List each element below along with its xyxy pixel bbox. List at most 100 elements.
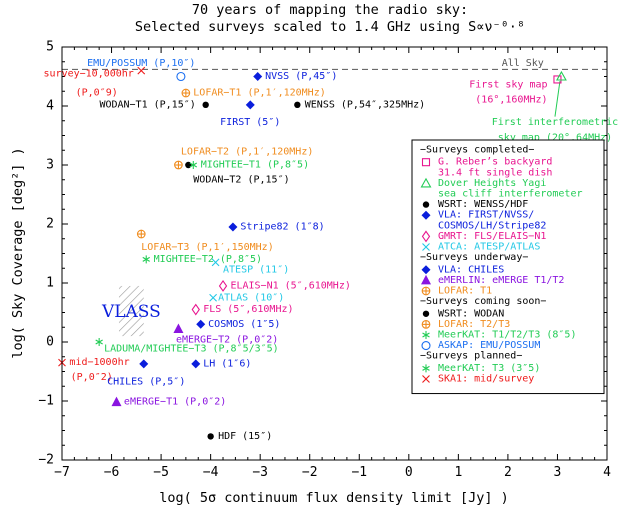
legend-label: VLA: FIRST/NVSS/ bbox=[438, 210, 534, 221]
legend-marker-vla bbox=[421, 210, 431, 220]
point-label: FLS (5″,610MHz) bbox=[203, 304, 293, 315]
legend-marker-ska bbox=[422, 375, 430, 383]
y-tick-label: −1 bbox=[38, 394, 54, 409]
y-tick-label: 0 bbox=[46, 335, 54, 350]
data-point-meerkat bbox=[95, 338, 103, 346]
legend-marker-lofar bbox=[421, 286, 431, 296]
legend-label: eMERLIN: eMERGE T1/T2 bbox=[438, 275, 564, 286]
y-tick-label: 5 bbox=[46, 40, 54, 55]
legend-marker-meerkat bbox=[422, 330, 430, 339]
x-axis-label: log( 5σ continuum flux density limit [Jy… bbox=[159, 490, 509, 506]
y-axis-label: log( Sky Coverage [deg²] ) bbox=[10, 147, 26, 358]
x-tick-label: 3 bbox=[554, 465, 562, 480]
point-label: sky map (20°,64MHz) bbox=[498, 132, 612, 143]
legend-label: Dover Heights Yagi bbox=[438, 178, 546, 189]
point-label: MIGHTEE−T1 (P,8″5) bbox=[201, 160, 309, 171]
x-tick-label: −5 bbox=[153, 465, 169, 480]
point-label: eMERGE−T2 (P,0″2) bbox=[176, 335, 278, 346]
data-point-gmrt bbox=[218, 279, 228, 292]
point-label: LOFAR−T2 (P,1′,120MHz) bbox=[181, 147, 313, 158]
point-label: mid−1000hr bbox=[69, 357, 129, 368]
legend-marker-reber bbox=[421, 158, 431, 167]
legend-label: VLA: CHILES bbox=[438, 264, 504, 275]
y-tick-label: −2 bbox=[38, 453, 54, 468]
x-tick-label: 2 bbox=[504, 465, 512, 480]
point-label: HDF (15″) bbox=[218, 431, 272, 442]
x-tick-label: −4 bbox=[203, 465, 219, 480]
data-point-atca bbox=[209, 293, 218, 302]
vlass-region bbox=[118, 285, 144, 337]
legend-label: WSRT: WODAN bbox=[438, 308, 504, 319]
data-point-vla bbox=[196, 319, 206, 329]
point-label: LOFAR−T1 (P,1′,120MHz) bbox=[193, 88, 325, 99]
data-point-vla bbox=[228, 222, 238, 232]
point-label: ATLAS (10″) bbox=[218, 292, 284, 303]
data-point-emerlin bbox=[111, 396, 122, 407]
x-tick-label: 1 bbox=[454, 465, 462, 480]
x-tick-label: 0 bbox=[405, 465, 413, 480]
data-point-meerkat bbox=[189, 161, 198, 169]
point-label: LH (1″6) bbox=[203, 358, 251, 369]
legend-label: MeerKAT: T1/T2/T3 (8″5) bbox=[438, 329, 576, 340]
x-tick-label: −2 bbox=[302, 465, 318, 480]
all-sky-label: All Sky bbox=[502, 58, 544, 69]
legend-label: WSRT: WENSS/HDF bbox=[438, 199, 528, 210]
point-label: First interferometric bbox=[492, 117, 618, 128]
data-point-dover bbox=[555, 70, 567, 81]
x-tick-label: −7 bbox=[54, 465, 70, 480]
point-label: MIGHTEE−T2 (P,8″5) bbox=[154, 254, 262, 265]
x-tick-label: −1 bbox=[351, 465, 367, 480]
point-label: eMERGE−T1 (P,0″2) bbox=[124, 397, 226, 408]
plot-area: −7 −6 −5 −4 −3 −2 −1 0 1 2 3 4 −2 −1 0 1 2 3 4 5 All Sky VLAS… bbox=[38, 40, 618, 481]
data-point-vla bbox=[245, 100, 255, 110]
data-point-lofar bbox=[136, 229, 146, 239]
point-label: LOFAR−T3 (P,1′,150MHz) bbox=[141, 242, 273, 253]
point-label: survey−10,000hr bbox=[44, 69, 134, 80]
point-label: ATESP (11″) bbox=[223, 265, 289, 276]
legend-label: G. Reber’s backyard bbox=[438, 157, 552, 168]
plot-frame bbox=[61, 46, 608, 461]
x-tick-label: −6 bbox=[104, 465, 120, 480]
point-label: CHILES (P,5″) bbox=[107, 377, 185, 388]
legend-label: COSMOS/LH/Stripe82 bbox=[438, 220, 546, 231]
legend-marker-dover bbox=[420, 177, 432, 188]
legend-label: MeerKAT: T3 (3″5) bbox=[438, 363, 540, 374]
point-label: ELAIS−N1 (5″,610MHz) bbox=[230, 280, 350, 291]
legend-marker-gmrt bbox=[421, 230, 431, 243]
data-point-wsrt bbox=[202, 101, 209, 109]
data-point-gmrt bbox=[191, 303, 200, 316]
data-point-atca bbox=[211, 258, 220, 267]
legend-label: ASKAP: EMU/POSSUM bbox=[438, 340, 540, 351]
point-label: NVSS (P,45″) bbox=[265, 71, 337, 82]
legend: −Surveys completed−G. Reber’s backyard31… bbox=[411, 139, 605, 395]
data-point-wsrt bbox=[185, 161, 192, 169]
legend-marker-atca bbox=[422, 243, 430, 251]
legend-box bbox=[411, 139, 605, 395]
data-point-vla bbox=[253, 72, 263, 81]
point-label: COSMOS (1″5) bbox=[208, 319, 280, 330]
point-label: FIRST (5″) bbox=[220, 117, 280, 128]
legend-marker-askap bbox=[421, 341, 431, 351]
legend-marker-wsrt bbox=[422, 310, 430, 317]
legend-label: ATCA: ATESP/ATLAS bbox=[438, 241, 540, 252]
point-label: EMU/POSSUM (P,10″) bbox=[87, 58, 195, 69]
point-label: Stripe82 (1″8) bbox=[240, 221, 324, 232]
dover-connector bbox=[554, 81, 561, 117]
data-point-ska bbox=[137, 66, 146, 75]
vlass-label: VLASS bbox=[101, 302, 161, 322]
data-point-lofar bbox=[181, 88, 191, 98]
data-point-vla bbox=[139, 359, 149, 369]
legend-header: −Surveys underway− bbox=[420, 252, 528, 263]
legend-label: GMRT: FLS/ELAIS−N1 bbox=[438, 231, 546, 242]
point-label: LADUMA/MIGHTEE−T3 (P,8″5/3″5) bbox=[104, 344, 279, 355]
chart-title-line2: Selected surveys scaled to 1.4 GHz using… bbox=[135, 19, 525, 35]
legend-label: SKA1: mid/survey bbox=[438, 373, 534, 384]
y-tick-label: 2 bbox=[46, 217, 54, 232]
point-label: WENSS (P,54″,325MHz) bbox=[305, 99, 425, 110]
legend-label: LOFAR: T1 bbox=[438, 285, 492, 296]
point-label: WODAN−T2 (P,15″) bbox=[193, 174, 289, 185]
legend-header: −Surveys coming soon− bbox=[420, 296, 546, 307]
data-point-wsrt bbox=[294, 101, 301, 109]
legend-marker-lofar bbox=[421, 320, 431, 329]
